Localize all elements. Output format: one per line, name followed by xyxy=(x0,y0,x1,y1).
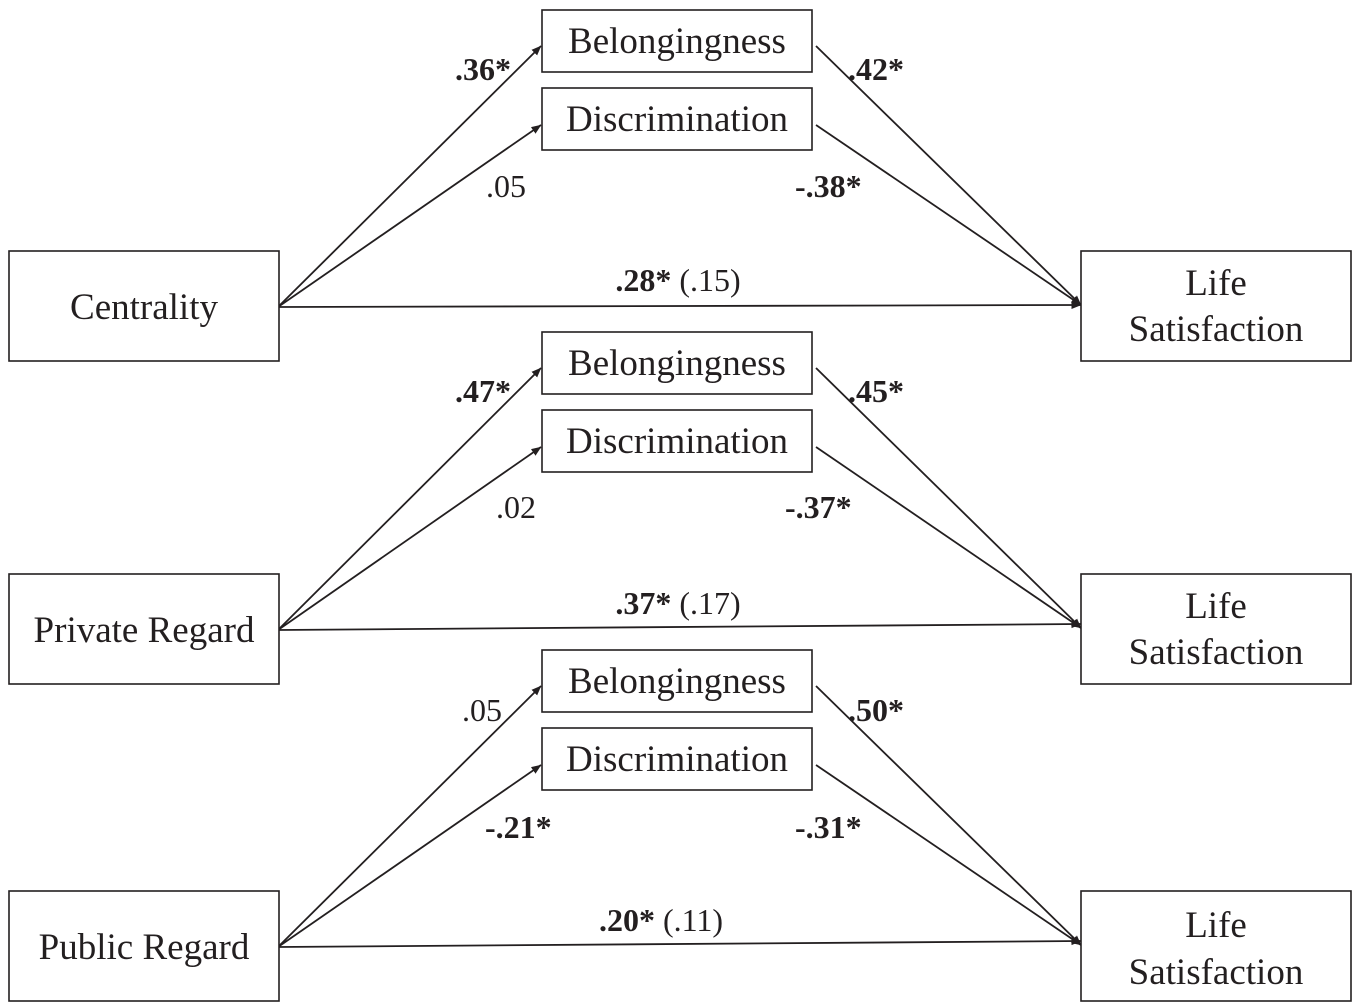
coef-c-total: .37* xyxy=(615,585,671,621)
mediator-belongingness-label: Belongingness xyxy=(568,661,786,702)
predictor-label: Private Regard xyxy=(34,610,255,651)
outcome-label-line1: Life xyxy=(1185,263,1247,304)
mediator-discrimination-label: Discrimination xyxy=(566,739,788,780)
outcome-label-line2: Satisfaction xyxy=(1129,632,1304,673)
arrow-b-belongingness xyxy=(815,45,1082,306)
predictor-label: Centrality xyxy=(70,287,218,328)
coef-c-path: .37* (.17) xyxy=(615,585,740,621)
arrow-b-belongingness xyxy=(815,685,1082,946)
arrow-b-discrimination xyxy=(815,446,1082,629)
coef-b-discrimination: -.38* xyxy=(795,168,862,204)
coef-c-total: .28* xyxy=(615,262,671,298)
mediator-discrimination-label: Discrimination xyxy=(566,421,788,462)
outcome-label-line2: Satisfaction xyxy=(1129,952,1304,993)
outcome-box xyxy=(1080,573,1352,685)
arrow-a-discrimination xyxy=(277,446,542,631)
arrow-a-belongingness xyxy=(277,45,542,308)
arrow-b-discrimination xyxy=(815,124,1082,306)
predictor-box xyxy=(8,890,280,1002)
mediator-belongingness-box xyxy=(541,649,813,713)
mediator-belongingness-box xyxy=(541,331,813,395)
arrow-a-discrimination xyxy=(277,124,542,308)
mediator-belongingness-box xyxy=(541,9,813,73)
outcome-label-line1: Life xyxy=(1185,586,1247,627)
coef-b-discrimination: -.31* xyxy=(795,809,862,845)
coef-a-belongingness: .05 xyxy=(462,692,502,728)
panel-public-regard: Public Regard Belongingness Discriminati… xyxy=(8,649,1352,1002)
coef-c-direct: (.15) xyxy=(679,262,740,298)
coef-b-belongingness: .42* xyxy=(848,51,904,87)
arrow-a-belongingness xyxy=(277,367,542,631)
coef-c-direct: (.11) xyxy=(663,902,723,938)
mediator-belongingness-label: Belongingness xyxy=(568,21,786,62)
coef-a-belongingness: .47* xyxy=(455,373,511,409)
arrow-c-path xyxy=(277,620,1082,631)
outcome-label-line2: Satisfaction xyxy=(1129,309,1304,350)
coef-c-path: .20* (.11) xyxy=(599,902,723,938)
mediator-discrimination-box xyxy=(541,727,813,791)
coef-a-discrimination: .05 xyxy=(486,168,526,204)
arrow-b-belongingness xyxy=(815,367,1082,629)
arrow-b-discrimination xyxy=(815,764,1082,946)
arrow-c-path xyxy=(277,301,1082,310)
predictor-box xyxy=(8,250,280,362)
outcome-box xyxy=(1080,250,1352,362)
arrow-a-discrimination xyxy=(277,764,542,948)
panel-centrality: Centrality Belongingness Discrimination … xyxy=(8,9,1352,362)
outcome-box xyxy=(1080,890,1352,1002)
coef-b-belongingness: .45* xyxy=(848,373,904,409)
mediator-discrimination-label: Discrimination xyxy=(566,99,788,140)
predictor-label: Public Regard xyxy=(39,927,250,968)
predictor-box xyxy=(8,573,280,685)
coef-a-belongingness: .36* xyxy=(455,51,511,87)
panel-private-regard: Private Regard Belongingness Discriminat… xyxy=(8,331,1352,685)
coef-a-discrimination: .02 xyxy=(496,489,536,525)
mediator-discrimination-box xyxy=(541,409,813,473)
mediator-discrimination-box xyxy=(541,87,813,151)
outcome-label-line1: Life xyxy=(1185,905,1247,946)
coef-b-belongingness: .50* xyxy=(848,692,904,728)
coef-c-direct: (.17) xyxy=(679,585,740,621)
coef-a-discrimination: -.21* xyxy=(485,809,552,845)
arrow-a-belongingness xyxy=(277,685,542,948)
mediator-belongingness-label: Belongingness xyxy=(568,343,786,384)
coef-c-path: .28* (.15) xyxy=(615,262,740,298)
arrow-c-path xyxy=(277,937,1082,948)
coef-b-discrimination: -.37* xyxy=(785,489,852,525)
coef-c-total: .20* xyxy=(599,902,655,938)
